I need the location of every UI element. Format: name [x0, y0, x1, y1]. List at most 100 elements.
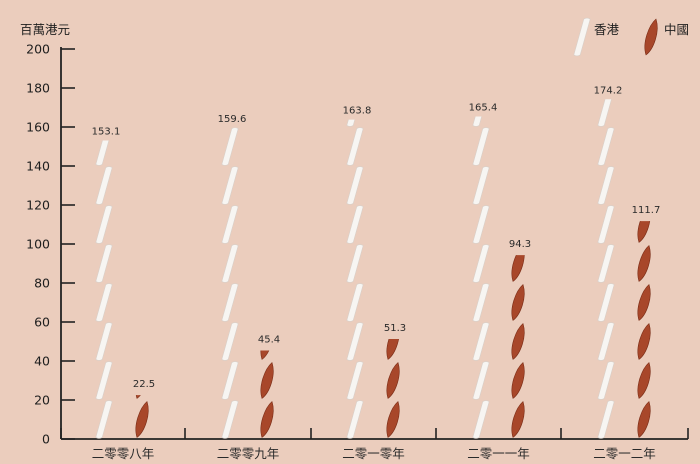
bars: [95, 99, 651, 439]
china-bar-2: [386, 338, 400, 438]
chili-pepper-icon: [637, 245, 651, 282]
chalk-stick-icon: [597, 361, 615, 400]
x-category-label: 二零一一年: [467, 446, 530, 461]
chalk-stick-icon: [95, 361, 113, 400]
y-tick-label: 120: [26, 198, 50, 213]
partial-icon: [260, 350, 270, 360]
china-bar-1: [260, 350, 274, 438]
chili-pepper-icon: [135, 395, 141, 399]
x-category-label: 二零零九年: [217, 446, 280, 461]
chalk-stick-icon: [346, 244, 364, 283]
legend-item-hong-kong: 香港: [573, 17, 620, 57]
partial-icon: [597, 99, 612, 127]
china-bar-3: [511, 255, 525, 438]
chalk-stick-icon: [346, 127, 364, 166]
chili-pepper-icon: [637, 401, 651, 438]
chalk-stick-icon: [597, 166, 615, 205]
chalk-stick-icon: [597, 205, 615, 244]
chili-pepper-icon: [637, 323, 651, 360]
china-bar-4: [637, 221, 651, 438]
y-tick-label: 40: [34, 354, 50, 369]
chalk-stick-icon: [221, 127, 239, 166]
partial-icon: [386, 338, 399, 360]
chili-pepper-icon: [260, 362, 274, 399]
chalk-stick-icon: [346, 361, 364, 400]
chalk-stick-icon: [597, 244, 615, 283]
y-axis-unit-label: 百萬港元: [20, 22, 70, 37]
chalk-stick-icon: [346, 166, 364, 205]
chalk-stick-icon: [472, 361, 490, 400]
china-value-label: 45.4: [258, 334, 280, 345]
chalk-stick-icon: [472, 205, 490, 244]
y-tick-label: 80: [34, 276, 50, 291]
chili-pepper-icon: [135, 401, 149, 438]
x-category-label: 二零零八年: [92, 446, 155, 461]
partial-icon: [346, 119, 356, 127]
hong-kong-value-label: 153.1: [92, 126, 121, 137]
chalk-stick-icon: [221, 205, 239, 244]
hong-kong-value-label: 174.2: [594, 85, 623, 96]
chalk-stick-icon: [346, 205, 364, 244]
chili-pepper-icon: [260, 401, 274, 438]
chalk-stick-icon: [472, 322, 490, 361]
legend-item-china: 中國: [644, 18, 689, 56]
chalk-stick-icon: [221, 244, 239, 283]
chili-pepper-icon: [386, 338, 399, 360]
chalk-stick-icon: [346, 119, 356, 127]
chili-pepper-icon: [637, 221, 651, 243]
chalk-stick-icon: [472, 400, 490, 439]
chili-pepper-icon: [386, 401, 400, 438]
partial-icon: [637, 221, 651, 243]
partial-icon: [472, 116, 483, 127]
chili-pepper-icon: [260, 350, 270, 360]
hong-kong-bar-2: [346, 119, 364, 439]
chalk-stick-icon: [597, 283, 615, 322]
chalk-stick-icon: [221, 322, 239, 361]
chalk-stick-icon: [95, 166, 113, 205]
chalk-stick-icon: [597, 322, 615, 361]
chalk-stick-icon: [346, 283, 364, 322]
chalk-stick-icon: [221, 283, 239, 322]
partial-icon: [511, 255, 525, 282]
chalk-stick-icon: [573, 17, 591, 57]
chalk-stick-icon: [597, 127, 615, 166]
chalk-stick-icon: [95, 140, 110, 166]
x-category-label: 二零一零年: [342, 446, 405, 461]
hong-kong-bar-4: [597, 99, 615, 439]
hong-kong-value-label: 159.6: [218, 114, 247, 125]
hong-kong-value-label: 165.4: [469, 102, 498, 113]
axes: 0 20 40 60 80 100 120 140 160 180 200 二零零八年 二零零九年 二零一…: [26, 42, 689, 461]
x-category-label: 二零一二年: [593, 446, 656, 461]
chalk-stick-icon: [95, 322, 113, 361]
chalk-stick-icon: [472, 127, 490, 166]
hong-kong-bar-3: [472, 116, 490, 439]
chili-pepper-icon: [511, 323, 525, 360]
chalk-stick-icon: [221, 361, 239, 400]
partial-icon: [95, 140, 110, 166]
chili-pepper-icon: [644, 18, 658, 56]
chili-pepper-icon: [637, 284, 651, 321]
china-value-label: 51.3: [384, 323, 406, 334]
chalk-stick-icon: [95, 400, 113, 439]
chalk-stick-icon: [346, 400, 364, 439]
chalk-stick-icon: [472, 116, 483, 127]
chalk-stick-icon: [221, 400, 239, 439]
y-tick-label: 20: [34, 393, 50, 408]
chalk-stick-icon: [597, 400, 615, 439]
chalk-stick-icon: [597, 99, 612, 127]
chili-pepper-icon: [511, 362, 525, 399]
partial-icon: [135, 395, 141, 399]
y-tick-label: 180: [26, 81, 50, 96]
partial-icon: [221, 127, 239, 166]
hong-kong-value-label: 163.8: [343, 106, 372, 117]
chalk-stick-icon: [95, 205, 113, 244]
chili-pepper-icon: [511, 255, 525, 282]
chalk-stick-icon: [346, 322, 364, 361]
y-tick-label: 200: [26, 42, 50, 57]
china-value-label: 94.3: [509, 239, 531, 250]
y-tick-label: 140: [26, 159, 50, 174]
chalk-stick-icon: [472, 166, 490, 205]
y-tick-label: 60: [34, 315, 50, 330]
